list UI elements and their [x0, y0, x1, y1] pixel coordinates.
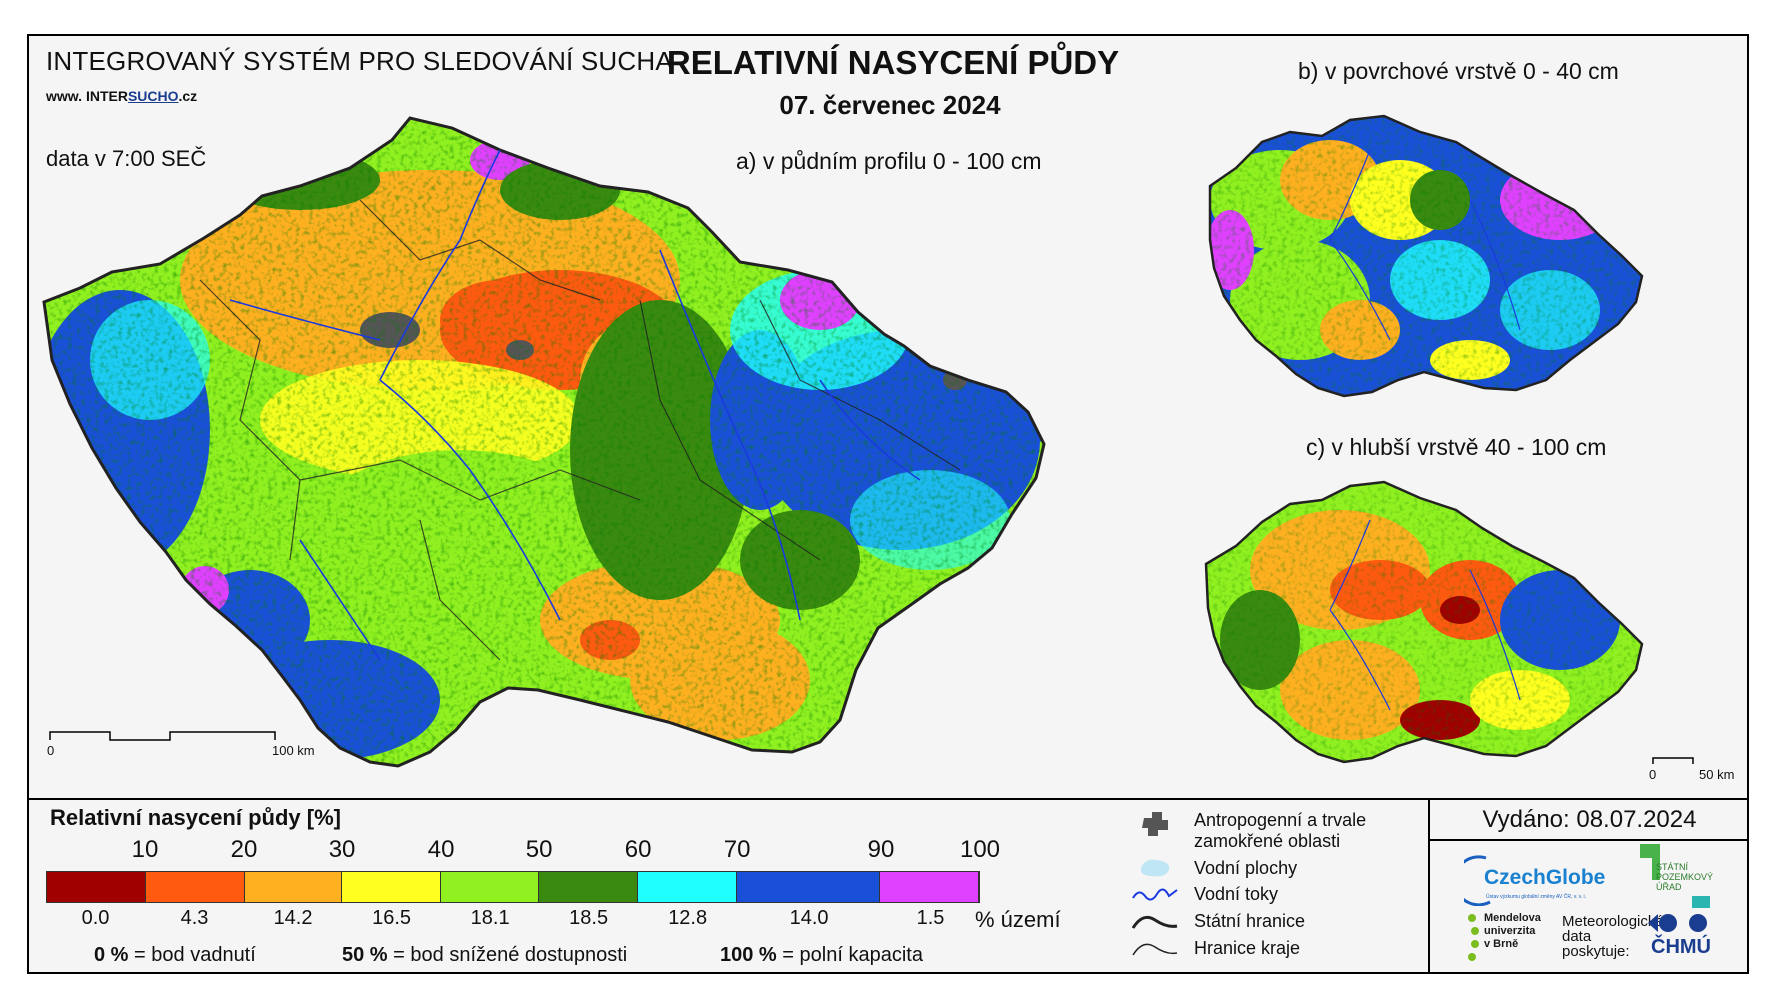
- legend-share-0: 0.0: [81, 907, 110, 929]
- issued-date: Vydáno: 08.07.2024: [1482, 806, 1697, 833]
- legend-swatch-7: [736, 872, 881, 902]
- legend-threshold-10: 10: [131, 836, 159, 863]
- system-title: INTEGROVANÝ SYSTÉM PRO SLEDOVÁNÍ SUCHA: [46, 46, 673, 76]
- legend-share-8: 1.5: [916, 907, 945, 929]
- legend-threshold-70: 70: [723, 836, 751, 863]
- map-a-raster: [44, 118, 1044, 766]
- map-c-rivers: [1329, 519, 1521, 711]
- region-border-icon: [1130, 935, 1180, 961]
- legend-title: Relativní nasycení půdy [%]: [50, 805, 341, 830]
- map-b-label: b) v povrchové vrstvě 0 - 40 cm: [1298, 58, 1619, 84]
- legend-threshold-60: 60: [624, 836, 652, 863]
- definition-wilting-point: 0 % = bod vadnutí: [94, 944, 256, 966]
- water-body-icon: [1130, 855, 1180, 881]
- legend-swatch-1: [145, 872, 245, 902]
- met-data-provider-note: Meteorologická data poskytuje:: [1562, 913, 1664, 960]
- map-b-rivers: [1329, 149, 1521, 341]
- key-region-border: Hranice kraje: [1130, 935, 1300, 961]
- key-state-border: Státní hranice: [1130, 908, 1305, 934]
- czechglobe-logo: CzechGlobe Ústav výzkumu globální změny …: [1453, 850, 1622, 907]
- legend-threshold-90: 90: [867, 836, 895, 863]
- legend-threshold-20: 20: [230, 836, 258, 863]
- legend-share-4: 18.1: [470, 907, 510, 929]
- data-time-note: data v 7:00 SEČ: [46, 146, 207, 171]
- map-b-raster: [1210, 116, 1642, 396]
- logo-panel-divider: [1428, 798, 1430, 974]
- map-a-label: a) v půdním profilu 0 - 100 cm: [736, 148, 1042, 174]
- legend-threshold-40: 40: [427, 836, 455, 863]
- spu-logo: STÁTNÍ POZEMKOVÝ ÚŘAD: [1640, 844, 1713, 908]
- svg-text:Ústav výzkumu globální změny A: Ústav výzkumu globální změny AV ČR, v. v…: [1486, 893, 1586, 900]
- river-icon: [1130, 881, 1180, 907]
- legend-swatch-6: [637, 872, 737, 902]
- legend-threshold-30: 30: [328, 836, 356, 863]
- mendelu-logo: Mendelova univerzita v Brně: [1468, 912, 1541, 961]
- state-border-icon: [1130, 908, 1180, 934]
- chmu-logo: ČHMÚ: [1646, 912, 1716, 959]
- legend-divider: [27, 798, 1749, 800]
- legend-share-1: 4.3: [180, 907, 209, 929]
- legend-share-2: 14.2: [273, 907, 313, 929]
- map-c-scale-bar: [1652, 757, 1694, 764]
- legend-swatch-2: [244, 872, 343, 902]
- legend-swatch-3: [342, 872, 442, 902]
- legend-share-5: 18.5: [569, 907, 609, 929]
- legend-share-3: 16.5: [372, 907, 412, 929]
- map-c-scale-start: 0: [1649, 767, 1657, 782]
- legend-threshold-50: 50: [525, 836, 553, 863]
- legend-share-6: 12.8: [668, 907, 708, 929]
- urban-area-icon: [1130, 810, 1180, 836]
- website-link[interactable]: www. INTERSUCHO.cz: [46, 88, 198, 104]
- key-river: Vodní toky: [1130, 881, 1278, 907]
- map-a-region-borders: [199, 199, 961, 661]
- legend-color-bar: [46, 871, 980, 903]
- issued-divider: [1428, 839, 1749, 841]
- map-c-raster: [1206, 482, 1642, 762]
- legend-share-unit: % území: [975, 907, 1061, 932]
- definition-field-capacity: 100 % = polní kapacita: [720, 944, 923, 966]
- key-urban-area: Antropogenní a trvale zamokřené oblasti: [1130, 810, 1434, 852]
- map-a-scale-end: 100 km: [272, 743, 315, 758]
- legend-swatch-5: [539, 872, 638, 902]
- map-a-rivers: [229, 149, 921, 661]
- key-water-body: Vodní plochy: [1130, 855, 1297, 881]
- legend-swatch-0: [47, 872, 146, 902]
- svg-text:CzechGlobe: CzechGlobe: [1484, 866, 1605, 889]
- map-c-scale-end: 50 km: [1699, 767, 1735, 782]
- page-title: RELATIVNÍ NASYCENÍ PŮDY: [666, 44, 1120, 81]
- map-a-scale-start: 0: [47, 743, 55, 758]
- legend-swatch-8: [880, 872, 979, 902]
- map-c-label: c) v hlubší vrstvě 40 - 100 cm: [1306, 434, 1607, 460]
- date-title: 07. červenec 2024: [779, 90, 1001, 120]
- legend-swatch-4: [441, 872, 540, 902]
- map-a-scale-bar: [49, 731, 276, 741]
- legend-share-7: 14.0: [789, 907, 829, 929]
- legend-threshold-100: 100: [959, 836, 1001, 863]
- definition-reduced-availability: 50 % = bod snížené dostupnosti: [342, 944, 628, 966]
